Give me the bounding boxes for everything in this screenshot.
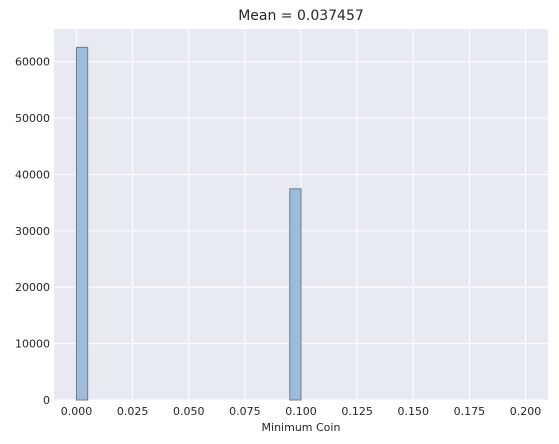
chart-title: Mean = 0.037457 <box>238 8 364 24</box>
y-tick-label: 30000 <box>15 225 50 238</box>
y-tick-label: 0 <box>43 394 50 407</box>
x-tick-label: 0.075 <box>229 405 261 418</box>
y-tick-label: 10000 <box>15 338 50 351</box>
x-axis-ticks: 0.000 0.025 0.050 0.075 0.100 0.125 0.150 0.175… <box>61 405 542 418</box>
histogram-bars <box>75 46 302 401</box>
y-axis-ticks: 0 10000 20000 30000 40000 50000 60000 <box>15 56 50 407</box>
x-tick-label: 0.150 <box>398 405 430 418</box>
x-tick-label: 0.125 <box>341 405 373 418</box>
x-tick-label: 0.000 <box>61 405 93 418</box>
x-tick-label: 0.175 <box>454 405 486 418</box>
y-tick-label: 50000 <box>15 112 50 125</box>
x-axis-title: Minimum Coin <box>262 421 341 434</box>
x-tick-label: 0.200 <box>510 405 542 418</box>
y-tick-label: 40000 <box>15 168 50 181</box>
x-tick-label: 0.050 <box>173 405 205 418</box>
x-tick-label: 0.025 <box>117 405 149 418</box>
y-tick-label: 20000 <box>15 281 50 294</box>
histogram-bar <box>289 188 302 401</box>
x-tick-label: 0.100 <box>285 405 317 418</box>
y-tick-label: 60000 <box>15 56 50 69</box>
histogram-bar <box>75 46 89 401</box>
